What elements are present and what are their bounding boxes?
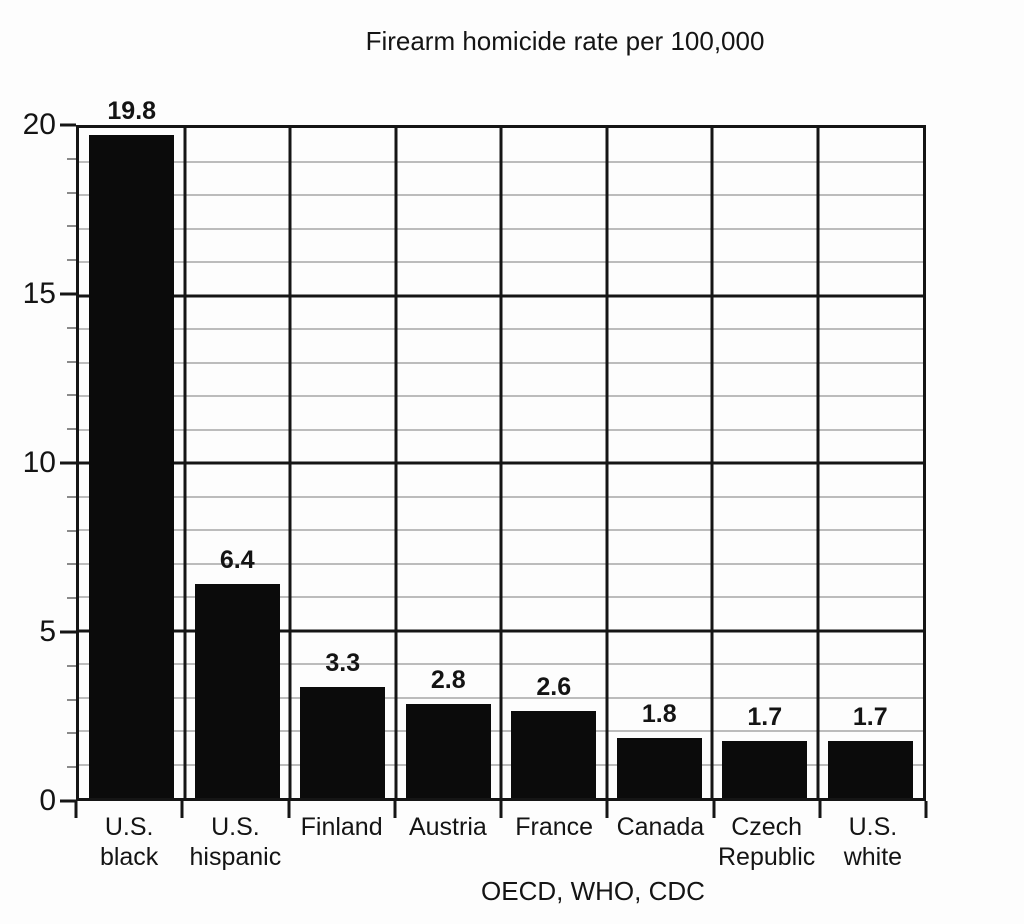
x-axis-tick: [818, 801, 822, 818]
y-tick-label: 20: [22, 108, 56, 141]
y-tick-label: 10: [22, 446, 56, 479]
x-category-label: Canada: [607, 812, 713, 842]
bar-column: 2.6: [501, 128, 607, 798]
x-axis-tick: [605, 801, 609, 818]
bar-value-label: 2.8: [430, 666, 466, 695]
x-category-label: Finland: [289, 812, 395, 842]
column-separator-line: [816, 128, 819, 798]
bar-czech-republic: [722, 741, 808, 798]
x-category-label-line: Czech: [731, 813, 803, 841]
bar-u-s-hispanic: [194, 583, 280, 798]
bar-column: 1.7: [818, 128, 924, 798]
y-minor-tick: [67, 597, 76, 600]
bar-austria: [405, 704, 491, 798]
chart-title: Firearm homicide rate per 100,000: [365, 26, 765, 56]
y-major-tick: [60, 292, 76, 296]
plot-area: 19.8 6.4 3.3 2.8 2.6 1.8 1.7 1.7: [76, 97, 926, 801]
x-category-label-line: black: [99, 843, 159, 871]
bar-column: 1.8: [607, 128, 713, 798]
y-minor-tick: [67, 529, 76, 532]
x-category-label-line: white: [843, 843, 903, 871]
bar-france: [511, 710, 597, 798]
column-separator-line: [710, 128, 714, 798]
y-minor-tick: [67, 563, 76, 566]
x-category-label-line: Canada: [616, 813, 705, 841]
y-minor-tick: [67, 664, 76, 667]
x-category-label: U.S. hispanic: [182, 812, 288, 872]
x-axis-tick: [393, 801, 397, 818]
x-category-label: Czech Republic: [714, 812, 820, 872]
x-axis-tick: [74, 801, 78, 818]
bar-finland: [300, 687, 386, 798]
bar-column: 1.7: [712, 128, 818, 798]
bar-column: 2.8: [396, 128, 502, 798]
y-minor-tick: [67, 326, 76, 329]
bar-column: 6.4: [185, 128, 291, 798]
y-minor-tick: [67, 495, 76, 498]
column-separator-line: [183, 128, 186, 798]
x-axis: U.S. black U.S. hispanic Finland Austria Franc…: [74, 801, 928, 901]
y-tick-label: 15: [22, 277, 56, 310]
y-minor-tick: [67, 394, 76, 397]
bar-u-s-white: [827, 741, 913, 798]
bar-value-label: 1.7: [852, 703, 888, 732]
x-category-label-line: U.S.: [104, 813, 154, 841]
bar-value-label: 2.6: [536, 672, 572, 701]
y-minor-tick: [67, 428, 76, 431]
x-category-label-line: France: [515, 813, 594, 841]
bar-value-label: 6.4: [219, 545, 255, 574]
y-minor-tick: [67, 360, 76, 363]
x-category-label-line: U.S.: [848, 813, 898, 841]
y-minor-tick: [67, 191, 76, 194]
bar-value-label: 1.8: [641, 699, 677, 728]
x-category-label: U.S. white: [820, 812, 926, 872]
x-category-label: U.S. black: [76, 812, 182, 872]
bar-value-label: 19.8: [107, 96, 157, 125]
x-category-label-line: U.S.: [211, 813, 260, 841]
bar-value-label: 3.3: [325, 649, 361, 678]
x-category-label-line: hispanic: [189, 843, 282, 871]
y-axis: 0 5 10 15 20: [0, 108, 76, 817]
x-axis-tick: [180, 801, 184, 818]
y-minor-tick: [67, 698, 76, 701]
source-caption: OECD, WHO, CDC: [481, 876, 705, 906]
y-major-tick: [60, 461, 76, 465]
y-major-tick: [60, 630, 76, 634]
column-separator-line: [394, 128, 397, 798]
bar-column: 19.8: [79, 97, 185, 798]
column-separator-line: [288, 128, 292, 798]
y-minor-tick: [67, 225, 76, 228]
x-axis-tick: [712, 801, 715, 818]
y-minor-tick: [67, 766, 76, 769]
y-minor-tick: [67, 157, 76, 160]
y-major-tick: [60, 799, 76, 803]
column-separator-line: [605, 128, 608, 798]
x-axis-tick: [499, 801, 503, 818]
x-category-label-line: Republic: [717, 843, 816, 871]
x-category-label-line: Finland: [300, 813, 383, 841]
column-separator-line: [499, 128, 503, 798]
x-axis-tick: [287, 801, 290, 818]
y-minor-tick: [67, 259, 76, 262]
x-category-label-line: Austria: [408, 813, 487, 841]
bar-u-s-black: [89, 134, 175, 798]
bar-canada: [616, 737, 702, 798]
y-major-tick: [60, 123, 76, 127]
x-category-label: France: [501, 812, 607, 842]
y-minor-tick: [67, 732, 76, 735]
x-category-label: Austria: [395, 812, 501, 842]
y-tick-label: 5: [39, 615, 56, 648]
y-tick-label: 0: [39, 784, 56, 817]
bar-value-label: 1.7: [747, 703, 783, 732]
bar-column: 3.3: [290, 128, 396, 798]
x-axis-tick: [924, 801, 928, 818]
